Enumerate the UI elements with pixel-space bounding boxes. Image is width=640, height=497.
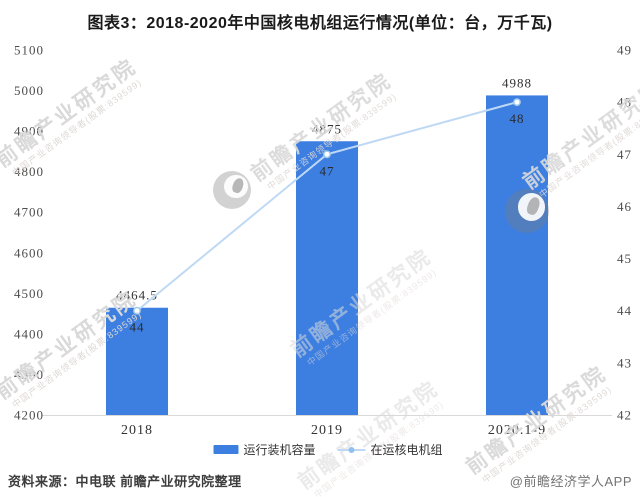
left-axis-tick: 4900: [14, 124, 44, 139]
left-axis-tick: 5100: [14, 43, 44, 58]
legend-item-line-series[interactable]: 在运核电机组: [337, 441, 443, 458]
x-axis-label: 2020.1-9: [488, 423, 546, 438]
footer: 资料来源：中电联 前瞻产业研究院整理 @前瞻经济学人APP: [0, 471, 640, 490]
line-marker: [133, 306, 141, 315]
bar-value-label: 4464.5: [116, 288, 158, 303]
line-swatch-dot-icon: [348, 446, 355, 453]
left-axis-tick: 4400: [14, 326, 44, 341]
line-swatch-icon: [337, 446, 366, 453]
right-axis-tick: 42: [617, 408, 632, 423]
bar-swatch-icon: [213, 445, 239, 454]
left-axis-tick: 4300: [14, 367, 44, 382]
legend-label-line: 在运核电机组: [370, 443, 443, 457]
left-axis-tick: 5000: [14, 83, 44, 98]
line-marker: [513, 98, 521, 107]
right-axis-tick: 48: [617, 95, 632, 110]
left-axis-tick: 4500: [14, 286, 44, 301]
left-axis-tick: 4200: [14, 408, 44, 423]
left-axis-tick: 4700: [14, 205, 44, 220]
line-value-label: 48: [510, 111, 525, 126]
credit-note: @前瞻经济学人APP: [509, 474, 632, 489]
right-axis-tick: 47: [617, 147, 632, 162]
right-axis-tick: 46: [617, 199, 632, 214]
right-axis-tick: 43: [617, 355, 632, 370]
left-axis-tick: 4600: [14, 245, 44, 260]
legend-label-bar: 运行装机容量: [243, 443, 316, 457]
bar-2018: [106, 307, 168, 415]
bar-value-label: 4988: [502, 75, 532, 90]
bar-2019: [296, 141, 358, 415]
left-axis-tick: 4800: [14, 164, 44, 179]
right-axis-tick: 45: [617, 251, 632, 266]
legend-item-bar-series[interactable]: 运行装机容量: [213, 441, 316, 458]
bar-2020.1-9: [486, 95, 548, 415]
line-marker: [323, 150, 331, 159]
legend: 运行装机容量 在运核电机组: [213, 441, 443, 458]
x-axis-label: 2018: [121, 423, 153, 438]
bar-value-label: 4875: [312, 121, 342, 136]
right-axis-tick: 49: [617, 43, 632, 58]
source-note: 资料来源：中电联 前瞻产业研究院整理: [8, 474, 242, 489]
right-axis-tick: 44: [617, 303, 632, 318]
x-axis-label: 2019: [311, 423, 343, 438]
line-value-label: 47: [320, 163, 335, 178]
line-value-label: 44: [130, 320, 145, 335]
chart-title: 图表3：2018-2020年中国核电机组运行情况(单位：台，万千瓦): [87, 15, 553, 32]
